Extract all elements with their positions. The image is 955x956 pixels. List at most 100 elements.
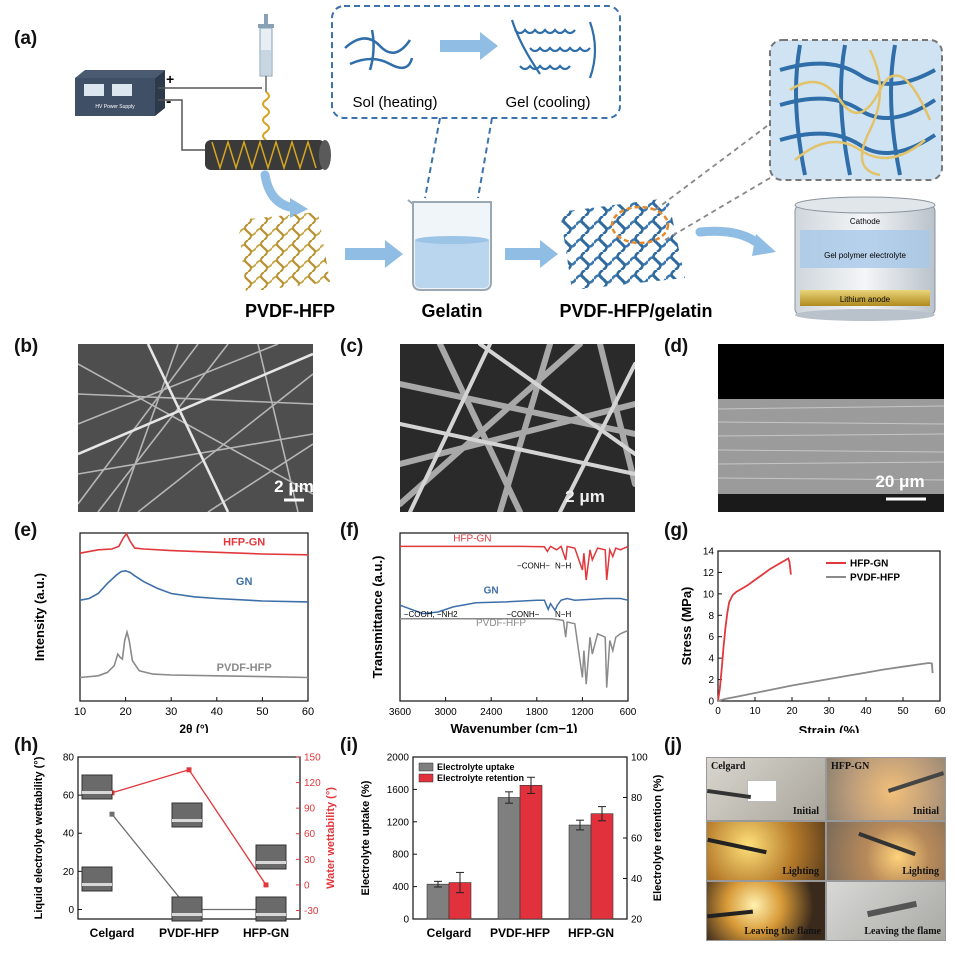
x-tick-label: 3600 [389, 707, 412, 718]
x-tick-label: 60 [302, 706, 314, 718]
legend-swatch [418, 773, 434, 783]
panel-label-f: (f) [340, 520, 359, 541]
photo-label-lighting-2: Lighting [902, 866, 939, 877]
x-tick-label: 1200 [571, 707, 594, 718]
x-tick-label: 20 [119, 706, 131, 718]
droplet-thumbnail [171, 802, 203, 828]
droplet-thumbnail [81, 866, 113, 892]
bar-electrolyte-uptake [568, 824, 592, 920]
series-line-gn [79, 569, 309, 603]
sem-image-d: 20 μm [718, 344, 944, 512]
syringe-icon [258, 14, 274, 92]
hv-power-supply: HV Power Supply [75, 70, 165, 116]
panel-label-b: (b) [14, 336, 39, 357]
scale-bar-d: 20 μm [875, 472, 924, 491]
y-tick-label: 8 [708, 611, 714, 622]
annotation: N−H [555, 561, 571, 570]
x-axis-label: Wavenumber (cm−1) [450, 721, 577, 733]
y-tick-label: 10 [703, 589, 715, 600]
panel-label-i: (i) [340, 735, 358, 756]
data-point [109, 811, 115, 817]
y-right-axis-label: Electrolyte retention (%) [652, 774, 664, 901]
gel-label: Gel (cooling) [505, 94, 590, 111]
legend-label: Electrolyte retention [437, 773, 524, 783]
composite-mesh [560, 198, 685, 290]
y-tick-label: 2 [708, 675, 714, 686]
y-axis-label: Electrolyte uptake (%) [360, 780, 372, 895]
y-tick-label: 400 [392, 882, 409, 893]
y-right-tick-label: 40 [631, 874, 643, 885]
y-right-tick-label: 120 [304, 778, 321, 789]
y-axis-label: Transmittance (a.u.) [370, 556, 385, 679]
series-line-gn [399, 597, 629, 615]
category-label: HFP-GN [568, 926, 614, 940]
series-line-hfp-gn [400, 545, 629, 581]
photo-label-initial-1: Initial [792, 806, 819, 817]
sem-image-c: 2 μm [400, 344, 635, 512]
y-right-tick-label: 150 [304, 753, 321, 764]
chart-f-ftir: 3600 3000 2400 1800 1200 600HFP-GNGNPVDF-HFP−… [370, 532, 637, 733]
panel-label-d: (d) [664, 336, 689, 357]
schematic: HV Power Supply + - PVDF-HFP Sol (heatin… [75, 5, 943, 321]
panel-label-j: (j) [664, 735, 682, 756]
category-label: Celgard [90, 926, 135, 940]
x-tick-label: 50 [256, 706, 268, 718]
photo-celgard-leaving: Leaving the flame [706, 881, 826, 941]
y-tick-label: 80 [63, 753, 75, 764]
x-tick-label: 20 [786, 706, 798, 717]
x-tick-label: 10 [749, 706, 761, 717]
annotation: −COOH, −NH2 [404, 610, 458, 619]
y-axis-label: Intensity (a.u.) [32, 573, 47, 661]
scale-bar-c: 2 μm [565, 487, 605, 506]
y-tick-label: 4 [708, 654, 714, 665]
x-tick-label: 30 [823, 706, 835, 717]
bar-electrolyte-retention [590, 813, 614, 920]
legend-label: Electrolyte uptake [437, 762, 515, 772]
droplet-thumbnail [255, 896, 287, 922]
scale-bar-b: 2 μm [274, 477, 313, 496]
electrolyte-label: Gel polymer electrolyte [824, 251, 906, 260]
photo-celgard-initial: Celgard Initial [706, 757, 826, 821]
series-line [111, 813, 266, 911]
photo-label-celgard: Celgard [711, 761, 746, 772]
y-tick-label: 1600 [387, 785, 410, 796]
x-tick-label: 40 [860, 706, 872, 717]
cathode-label: Cathode [850, 217, 881, 226]
droplet-baseline [256, 913, 286, 916]
y-axis-label: Stress (MPa) [680, 587, 694, 666]
beaker-icon [407, 199, 492, 291]
series-line-hfp-gn [79, 532, 309, 556]
series-label: HFP-GN [453, 533, 491, 544]
annotation: N−H [555, 610, 571, 619]
x-tick-label: 50 [897, 706, 909, 717]
x-tick-label: 1800 [526, 707, 549, 718]
y-right-tick-label: -30 [304, 906, 319, 917]
series-label: PVDF-HFP [217, 662, 272, 674]
series-line-hfp-gn [717, 557, 792, 702]
y-tick-label: 800 [392, 850, 409, 861]
x-axis-label: Strain (%) [799, 723, 860, 733]
panel-label-a: (a) [14, 28, 38, 49]
y-tick-label: 20 [63, 867, 75, 878]
y-tick-label: 12 [703, 568, 715, 579]
minus-sign: - [166, 93, 171, 110]
y-right-tick-label: 20 [631, 915, 643, 926]
x-axis-label: 2θ (°) [179, 722, 208, 733]
data-point [186, 767, 192, 773]
chart-e-xrd: 10 20 30 40 50 60 HFP-GN GN PVDF-HFP 2θ (°) Intens… [32, 532, 314, 733]
series-label: HFP-GN [223, 537, 265, 549]
y-right-axis-label: Water wettability (°) [325, 787, 337, 889]
droplet-baseline [172, 913, 202, 916]
y-right-tick-label: 80 [631, 793, 643, 804]
annotation: −CONH− [517, 561, 550, 570]
series-line-pvdf-hfp [400, 617, 629, 688]
category-label: PVDF-HFP [490, 926, 550, 940]
chart-h-wettability: 0 20 40 60 80 -30 0 30 60 90 120 150 Celgard PVDF-HFP… [33, 753, 337, 941]
sem-image-b: 2 μm [78, 344, 313, 512]
photo-celgard-lighting: Lighting [706, 821, 826, 881]
y-right-tick-label: 100 [631, 753, 648, 764]
photo-label-lighting-1: Lighting [782, 866, 819, 877]
x-tick-label: 10 [74, 706, 86, 718]
composite-label: PVDF-HFP/gelatin [559, 301, 712, 321]
droplet-baseline [82, 791, 112, 794]
